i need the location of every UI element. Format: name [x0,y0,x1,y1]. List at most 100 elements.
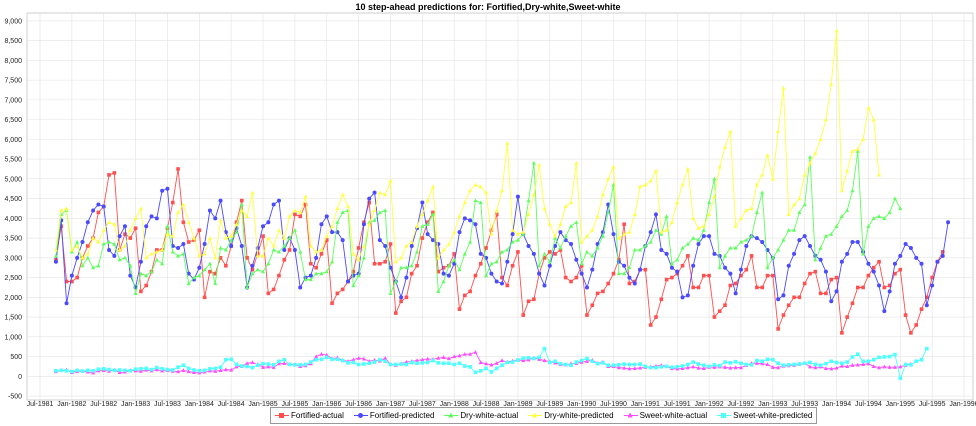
data-point-dry-white-predicted [701,224,706,228]
data-point-fortified-predicted [388,265,393,270]
data-point-fortified-predicted [425,232,430,237]
data-point-dry-white-predicted [335,206,340,211]
data-point-fortified-actual [181,220,186,225]
data-point-dry-white-predicted [717,164,722,169]
data-point-fortified-actual [818,291,823,296]
data-point-fortified-predicted [319,222,324,227]
data-point-sweet-white-predicted [133,367,138,371]
data-point-dry-white-predicted [515,231,520,236]
data-point-dry-white-actual [478,200,483,205]
data-point-fortified-predicted [627,275,632,280]
data-point-fortified-predicted [282,247,287,252]
data-point-dry-white-predicted [845,168,850,173]
data-point-fortified-predicted [383,243,388,248]
data-point-dry-white-actual [181,251,186,256]
data-point-fortified-actual [271,287,276,292]
data-point-fortified-predicted [898,253,903,258]
data-point-sweet-white-actual [223,367,228,372]
data-point-fortified-actual [558,248,563,252]
x-tick-label: Jul-1983 [154,401,181,408]
data-point-sweet-white-predicted [824,361,828,366]
data-point-fortified-actual [595,291,600,296]
data-point-dry-white-actual [738,239,743,244]
data-point-sweet-white-actual [446,356,451,361]
legend-item-dry-white-actual: Dry-white-actual [444,411,518,420]
data-point-dry-white-predicted [760,172,765,177]
data-point-dry-white-predicted [669,220,674,224]
x-tick-label: Jul-1990 [600,401,627,408]
data-point-dry-white-predicted [181,202,186,207]
data-point-fortified-predicted [229,243,234,248]
data-point-fortified-actual [861,285,865,290]
data-point-fortified-actual [303,202,308,207]
data-point-dry-white-actual [558,245,563,250]
data-point-dry-white-actual [717,265,722,270]
data-point-sweet-white-predicted [70,369,74,374]
legend-swatch [717,412,732,420]
data-point-fortified-predicted [340,238,345,243]
legend-label: Sweet-white-predicted [733,411,813,420]
data-point-dry-white-predicted [138,206,143,211]
data-point-dry-white-actual [877,214,882,218]
data-point-sweet-white-actual [276,361,281,366]
data-point-sweet-white-predicted [436,361,441,365]
data-point-sweet-white-actual [436,355,441,360]
data-point-fortified-predicted [367,196,372,201]
data-point-dry-white-actual [430,212,435,216]
x-tick-label: Jul-1984 [218,401,245,408]
data-point-dry-white-predicted [261,253,266,258]
data-point-fortified-predicted [935,259,940,264]
y-tick-label: 3,500 [4,236,22,243]
data-point-dry-white-predicted [855,147,860,151]
data-point-dry-white-predicted [484,190,489,195]
data-point-fortified-predicted [441,271,446,276]
data-point-dry-white-actual [500,249,504,254]
data-point-fortified-predicted [165,186,170,191]
data-point-sweet-white-predicted [54,368,58,373]
data-point-dry-white-predicted [648,178,653,183]
data-point-fortified-actual [409,271,414,276]
legend-label: Sweet-white-actual [639,411,708,420]
data-point-fortified-actual [468,289,472,294]
data-point-dry-white-actual [744,237,749,242]
data-point-fortified-actual [298,214,303,219]
legend-swatch [275,412,289,420]
data-point-sweet-white-predicted [579,358,584,363]
data-point-dry-white-actual [898,206,903,211]
data-point-sweet-white-actual [181,368,186,372]
chart-title: 10 step-ahead predictions for: Fortified… [355,2,621,12]
data-point-dry-white-actual [80,263,85,268]
data-point-dry-white-predicted [871,117,876,122]
data-point-dry-white-predicted [234,222,239,226]
data-point-sweet-white-predicted [818,363,823,368]
data-point-sweet-white-predicted [80,369,85,373]
data-point-sweet-white-actual [733,365,738,370]
data-point-sweet-white-predicted [542,346,547,351]
data-point-fortified-predicted [399,295,404,300]
data-point-dry-white-predicted [850,149,855,153]
data-point-sweet-white-predicted [117,368,122,372]
data-point-fortified-actual [510,263,515,268]
data-point-dry-white-actual [367,220,372,224]
data-point-dry-white-actual [600,233,605,238]
data-point-dry-white-predicted [239,208,244,213]
y-tick-label: 2,000 [4,295,22,302]
y-tick-label: 5,000 [4,176,22,183]
data-point-fortified-predicted [500,281,504,286]
data-point-fortified-predicted [717,253,722,258]
data-point-dry-white-actual [521,231,526,236]
data-point-dry-white-actual [436,289,441,294]
data-point-sweet-white-predicted [882,355,887,359]
data-point-dry-white-predicted [165,231,170,236]
data-point-dry-white-actual [255,267,260,272]
data-point-sweet-white-predicted [484,366,488,371]
x-tick-label: Jan-1984 [185,401,214,408]
data-point-sweet-white-predicted [250,365,255,370]
data-point-dry-white-actual [770,255,775,260]
data-point-fortified-predicted [542,283,547,288]
data-point-dry-white-predicted [101,227,106,232]
x-tick-label: Jan-1982 [57,401,86,408]
data-point-fortified-actual [877,259,881,264]
x-tick-label: Jan-1992 [695,401,724,408]
data-point-fortified-predicted [531,251,536,256]
